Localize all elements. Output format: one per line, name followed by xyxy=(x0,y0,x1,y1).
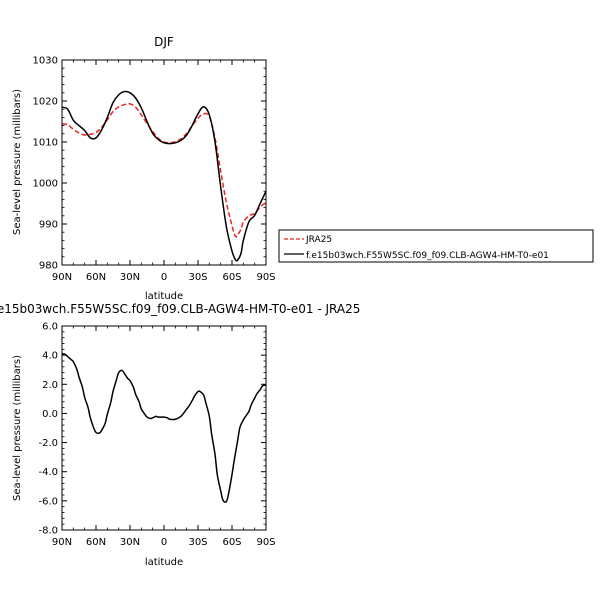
bottom-y-tick-label: -4.0 xyxy=(38,467,58,478)
top-x-tick-label: 30S xyxy=(188,272,207,283)
top-chart-title: DJF xyxy=(154,35,174,49)
bottom-panel: f.e15b03wch.F55W5SC.f09_f09.CLB-AGW4-HM-… xyxy=(0,302,360,568)
top-y-tick-label: 1020 xyxy=(33,97,58,108)
bottom-y-tick-label: 0.0 xyxy=(42,409,58,420)
bottom-y-tick-label: 6.0 xyxy=(42,322,58,333)
bottom-y-tick-label: 2.0 xyxy=(42,380,58,391)
top-x-tick-label: 90N xyxy=(52,272,72,283)
bottom-x-tick-label: 60S xyxy=(222,537,241,548)
bottom-y-tick-label: -2.0 xyxy=(38,438,58,449)
legend-box xyxy=(278,229,594,263)
bottom-x-tick-label: 0 xyxy=(161,537,167,548)
top-y-tick-label: 1010 xyxy=(33,138,58,149)
top-y-tick-label: 1030 xyxy=(33,56,58,67)
bottom-y-tick-label: 4.0 xyxy=(42,351,58,362)
bottom-x-tick-label: 90N xyxy=(52,537,72,548)
top-series-lines xyxy=(61,90,267,262)
bottom-x-tick-label: 30N xyxy=(120,537,140,548)
top-series-line-0 xyxy=(61,103,267,238)
bottom-axis-ticks xyxy=(61,325,267,531)
bottom-plot-frame xyxy=(61,325,267,531)
top-x-tick-label: 60S xyxy=(222,272,241,283)
top-x-tick-label: 60N xyxy=(86,272,106,283)
top-y-tick-label: 1000 xyxy=(33,179,58,190)
bottom-x-axis-label: latitude xyxy=(145,557,183,568)
top-panel: DJF 90N 60N 30N 0 30S 60S 90S 980 990 1000 1010 102… xyxy=(12,35,276,302)
top-y-axis-label: Sea-level pressure (millibars) xyxy=(12,89,23,235)
top-y-tick-label: 990 xyxy=(39,220,58,231)
legend-label-model: f.e15b03wch.F55W5SC.f09_f09.CLB-AGW4-HM-… xyxy=(306,251,549,261)
bottom-x-tick-label: 90S xyxy=(256,537,275,548)
bottom-series-lines xyxy=(61,352,267,503)
legend: JRA25 f.e15b03wch.F55W5SC.f09_f09.CLB-AG… xyxy=(278,229,594,263)
bottom-tick-labels: 90N 60N 30N 0 30S 60S 90S -8.0 -6.0 -4.0 -2.0 0.0 2.… xyxy=(38,322,275,549)
top-x-tick-label: 30N xyxy=(120,272,140,283)
top-tick-labels: 90N 60N 30N 0 30S 60S 90S 980 990 1000 1010 1020 103… xyxy=(33,56,276,284)
bottom-x-tick-label: 30S xyxy=(188,537,207,548)
top-axis-ticks xyxy=(61,59,267,266)
top-x-axis-label: latitude xyxy=(145,291,183,302)
top-x-tick-label: 90S xyxy=(256,272,275,283)
top-plot-frame xyxy=(61,59,267,266)
top-x-tick-label: 0 xyxy=(161,272,167,283)
bottom-y-tick-label: -6.0 xyxy=(38,496,58,507)
bottom-series-line-0 xyxy=(61,352,267,503)
top-y-tick-label: 980 xyxy=(39,261,58,272)
bottom-y-axis-label: Sea-level pressure (millibars) xyxy=(12,355,23,501)
bottom-x-tick-label: 60N xyxy=(86,537,106,548)
top-series-line-1 xyxy=(61,90,267,262)
legend-label-jra25: JRA25 xyxy=(305,235,332,245)
bottom-y-tick-label: -8.0 xyxy=(38,526,58,537)
bottom-chart-title: f.e15b03wch.F55W5SC.f09_f09.CLB-AGW4-HM-… xyxy=(0,302,360,316)
